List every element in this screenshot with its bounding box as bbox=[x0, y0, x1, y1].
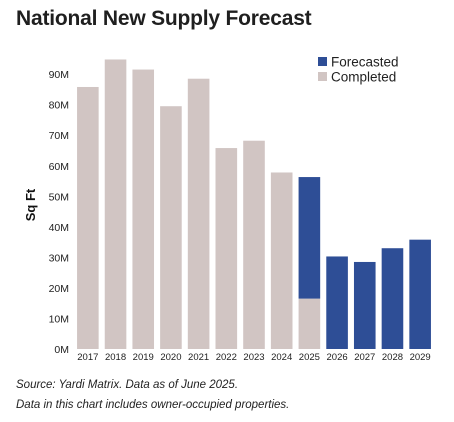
bar-forecasted-2026 bbox=[326, 256, 348, 349]
bar-forecasted-2029 bbox=[409, 239, 431, 349]
x-tick-label: 2019 bbox=[133, 352, 154, 363]
x-tick-label: 2026 bbox=[327, 352, 348, 363]
x-tick-label: 2020 bbox=[160, 352, 181, 363]
y-axis-ticks: 0M 10M 20M 30M 40M 50M 60M 70M 80M 90M bbox=[49, 69, 69, 356]
legend-label-completed: Completed bbox=[331, 70, 396, 85]
bar-completed-2025 bbox=[298, 298, 321, 349]
y-tick-label: 10M bbox=[49, 313, 69, 325]
legend-swatch-forecasted bbox=[318, 57, 327, 66]
legend-label-forecasted: Forecasted bbox=[331, 55, 399, 70]
bar-forecasted-2028 bbox=[381, 248, 404, 349]
x-tick-label: 2023 bbox=[243, 352, 264, 363]
x-tick-label: 2029 bbox=[410, 352, 431, 363]
x-tick-label: 2017 bbox=[77, 352, 98, 363]
y-tick-label: 90M bbox=[49, 69, 69, 81]
y-tick-label: 60M bbox=[49, 161, 69, 173]
x-tick-label: 2018 bbox=[105, 352, 126, 363]
bar-completed-2023 bbox=[243, 140, 265, 349]
chart-title: National New Supply Forecast bbox=[16, 7, 312, 30]
bar-completed-2022 bbox=[215, 148, 238, 349]
bar-completed-2019 bbox=[132, 69, 155, 349]
bar-completed-2017 bbox=[77, 86, 99, 349]
bar-completed-2021 bbox=[187, 78, 210, 349]
bar-forecasted-2025 bbox=[298, 177, 321, 299]
data-note: Data in this chart includes owner-occupi… bbox=[16, 399, 290, 411]
x-tick-label: 2024 bbox=[271, 352, 292, 363]
y-tick-label: 50M bbox=[49, 191, 69, 203]
y-tick-label: 0M bbox=[54, 344, 69, 356]
y-tick-label: 20M bbox=[49, 283, 69, 295]
y-tick-label: 30M bbox=[49, 252, 69, 264]
x-tick-label: 2022 bbox=[216, 352, 237, 363]
bar-completed-2024 bbox=[270, 172, 293, 349]
y-tick-label: 70M bbox=[49, 130, 69, 142]
bar-completed-2018 bbox=[104, 59, 127, 349]
y-tick-label: 40M bbox=[49, 222, 69, 234]
bar-completed-2020 bbox=[160, 106, 182, 350]
x-tick-label: 2025 bbox=[299, 352, 320, 363]
legend-swatch-completed bbox=[318, 72, 327, 81]
x-tick-label: 2028 bbox=[382, 352, 403, 363]
y-axis-label: Sq Ft bbox=[23, 188, 38, 221]
x-tick-label: 2027 bbox=[354, 352, 375, 363]
bar-forecasted-2027 bbox=[353, 261, 376, 349]
x-tick-label: 2021 bbox=[188, 352, 209, 363]
x-axis-ticks: 2017 2018 2019 2020 2021 2022 2023 2024 2025 2026… bbox=[77, 352, 430, 363]
y-tick-label: 80M bbox=[49, 100, 69, 112]
source-note: Source: Yardi Matrix. Data as of June 20… bbox=[16, 379, 239, 391]
bars bbox=[77, 59, 431, 350]
